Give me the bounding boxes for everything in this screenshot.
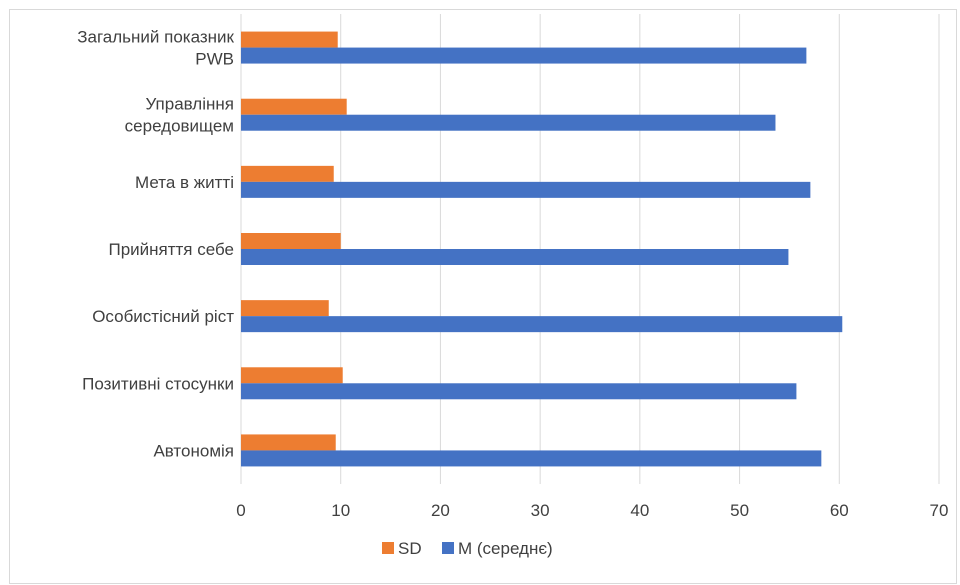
legend-label-mean: M (середнє) <box>458 539 553 558</box>
bar-sd-0 <box>241 31 338 48</box>
category-label-4: Особистісний ріст <box>92 307 234 326</box>
category-labels: Загальний показник PWB Управління середовищ… <box>77 28 234 461</box>
bar-sd-4 <box>241 300 329 317</box>
bar-mean-6 <box>241 450 822 467</box>
legend-swatch-sd <box>382 542 394 554</box>
chart-frame: Загальний показник PWB Управління середовищ… <box>9 9 957 584</box>
x-tick-label-10: 10 <box>331 501 350 520</box>
x-tick-label-20: 20 <box>431 501 450 520</box>
legend: SD M (середнє) <box>382 539 553 558</box>
bar-sd-2 <box>241 165 334 182</box>
category-label-5: Позитивні стосунки <box>82 374 234 393</box>
category-label-1: Управління середовищем <box>125 95 234 136</box>
bars <box>241 31 843 467</box>
bar-mean-2 <box>241 181 811 198</box>
x-tick-label-70: 70 <box>930 501 949 520</box>
bar-mean-1 <box>241 114 776 131</box>
bar-chart: Загальний показник PWB Управління середовищ… <box>77 14 948 558</box>
x-tick-label-40: 40 <box>630 501 649 520</box>
bar-mean-3 <box>241 249 789 265</box>
x-tick-label-30: 30 <box>531 501 550 520</box>
bar-sd-3 <box>241 233 341 249</box>
x-tick-label-60: 60 <box>830 501 849 520</box>
bar-mean-4 <box>241 316 843 333</box>
x-tick-label-0: 0 <box>236 501 245 520</box>
x-tick-label-50: 50 <box>730 501 749 520</box>
category-label-3: Прийняття себе <box>108 240 234 259</box>
category-label-6: Автономія <box>153 441 234 460</box>
x-axis-tick-labels: 0 10 20 30 40 50 60 70 <box>236 501 948 520</box>
bar-sd-5 <box>241 367 343 384</box>
bar-mean-0 <box>241 47 807 64</box>
category-label-2: Мета в житті <box>135 173 234 192</box>
legend-label-sd: SD <box>398 539 422 558</box>
bar-sd-6 <box>241 434 336 451</box>
legend-swatch-mean <box>442 542 454 554</box>
bar-sd-1 <box>241 98 347 115</box>
category-label-0: Загальний показник PWB <box>77 28 234 69</box>
bar-mean-5 <box>241 383 797 400</box>
